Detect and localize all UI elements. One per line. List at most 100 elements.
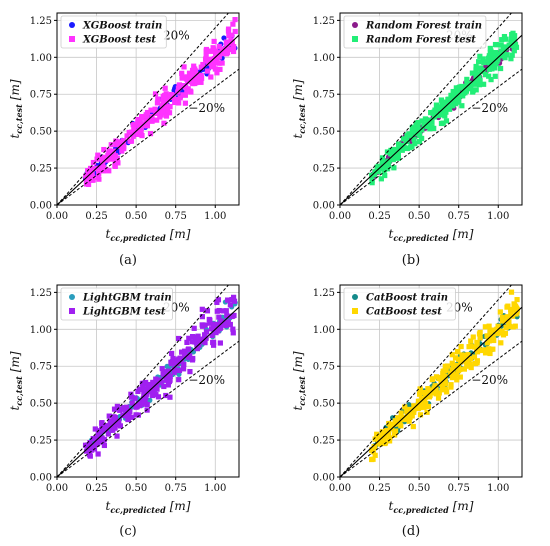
legend-label: CatBoost test: [366, 307, 442, 318]
test-point: [477, 53, 483, 59]
test-point: [493, 42, 499, 48]
test-point: [128, 394, 134, 400]
test-point: [97, 156, 104, 162]
test-point: [386, 158, 392, 164]
y-tick-label: 0.50: [30, 399, 52, 410]
test-point: [492, 65, 498, 71]
test-point: [150, 389, 157, 395]
test-point: [111, 414, 117, 420]
test-point: [215, 50, 221, 56]
test-point: [171, 357, 178, 363]
test-point: [376, 440, 382, 446]
y-axis-label-base: t: [8, 134, 22, 139]
test-point: [209, 332, 215, 338]
x-tick-label: 0.50: [408, 483, 430, 494]
test-point: [129, 414, 135, 420]
plot-marks: [340, 285, 522, 477]
test-point: [103, 166, 109, 172]
test-point: [388, 151, 394, 157]
test-point: [110, 148, 117, 154]
test-point: [107, 418, 113, 425]
y-tick-label: 0.50: [313, 399, 335, 410]
test-point: [209, 48, 215, 54]
lower-band-label: −20%: [188, 101, 225, 115]
test-point: [481, 81, 487, 87]
test-point: [163, 113, 170, 119]
test-point: [130, 122, 136, 128]
test-point: [198, 336, 205, 342]
test-point: [117, 407, 123, 413]
test-point: [202, 322, 208, 328]
plot-marks: [340, 13, 522, 205]
test-point: [216, 60, 222, 66]
test-point: [99, 420, 105, 426]
test-point: [188, 89, 194, 95]
test-point: [226, 39, 232, 45]
identity-line: [57, 306, 239, 477]
lower-band-label: −20%: [471, 373, 508, 387]
legend-label: Random Forest train: [365, 21, 482, 32]
test-point: [459, 103, 465, 109]
test-point: [482, 72, 489, 78]
test-point: [207, 320, 213, 326]
test-point: [449, 352, 455, 358]
test-point: [408, 411, 414, 417]
x-tick-label: 0.25: [368, 483, 390, 494]
test-point: [375, 163, 382, 169]
test-point: [106, 413, 112, 419]
legend-marker-train: [69, 22, 75, 28]
test-point: [390, 156, 396, 162]
test-point: [158, 379, 164, 385]
x-axis-label-unit: [m]: [170, 499, 191, 513]
test-point: [457, 374, 463, 380]
test-point: [175, 85, 182, 91]
test-point: [410, 423, 416, 430]
test-point: [214, 299, 220, 305]
test-point: [412, 141, 418, 147]
test-point: [502, 45, 508, 51]
test-point: [440, 120, 446, 126]
y-axis-label-base: t: [291, 406, 305, 411]
test-point: [183, 76, 190, 82]
y-tick-label: 0.00: [30, 201, 52, 212]
test-point: [138, 125, 145, 131]
y-tick-label: 0.25: [30, 436, 52, 447]
test-point: [429, 377, 435, 383]
test-point: [147, 131, 154, 137]
test-point: [162, 85, 168, 91]
legend-box: [60, 287, 173, 321]
test-point: [229, 32, 235, 38]
test-point: [199, 75, 205, 81]
x-axis-label: tcc,predicted [m]: [106, 499, 191, 515]
test-point: [187, 369, 193, 375]
test-point: [144, 391, 150, 397]
test-point: [477, 347, 484, 354]
test-point: [119, 148, 125, 154]
test-point: [176, 377, 182, 383]
test-point: [496, 330, 503, 336]
legend-box: [60, 15, 167, 49]
test-point: [217, 340, 223, 346]
legend-label: LightGBM test: [82, 307, 166, 318]
x-axis-label-base: t: [106, 499, 111, 513]
test-point: [512, 323, 518, 329]
test-point: [116, 418, 122, 424]
test-point: [513, 44, 520, 50]
test-point: [231, 44, 237, 50]
x-axis-label-sub: cc,predicted: [393, 505, 449, 515]
test-point: [101, 146, 107, 153]
test-point: [490, 54, 497, 60]
test-point: [193, 334, 199, 340]
test-point: [435, 112, 441, 118]
test-point: [125, 416, 131, 422]
test-point: [214, 308, 220, 314]
test-point: [474, 71, 480, 77]
test-point: [474, 349, 481, 355]
test-point: [395, 153, 402, 159]
test-point: [230, 326, 236, 332]
test-point: [230, 294, 237, 300]
test-point: [133, 404, 139, 410]
test-point: [497, 309, 503, 315]
legend-marker-test: [69, 308, 75, 314]
y-tick-label: 0.25: [313, 436, 335, 447]
